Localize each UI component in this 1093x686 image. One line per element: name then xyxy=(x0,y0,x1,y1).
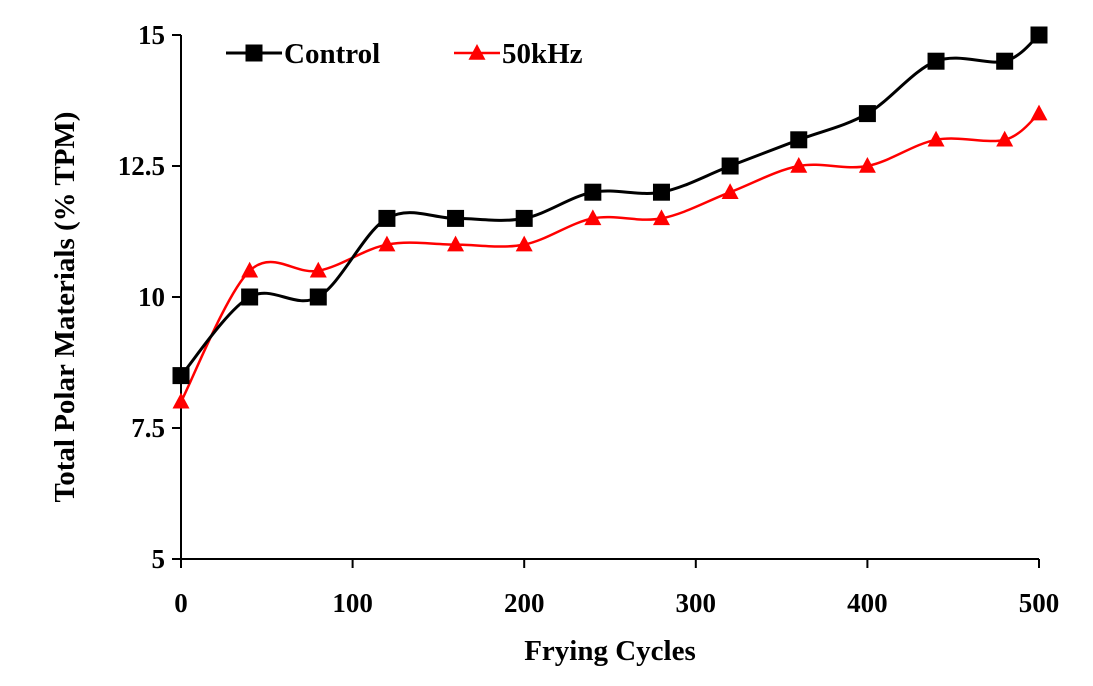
data-point-triangle xyxy=(858,157,876,173)
y-axis-ticks: 5 7.5 10 12.5 15 xyxy=(118,20,181,574)
data-point-triangle xyxy=(721,183,739,199)
x-axis-ticks: 0 100 200 300 400 500 xyxy=(174,559,1059,618)
x-tick-label: 500 xyxy=(1019,588,1060,618)
legend-item: 50kHz xyxy=(454,38,583,70)
x-tick-label: 100 xyxy=(332,588,373,618)
data-point-square xyxy=(172,367,190,385)
data-point-square xyxy=(721,157,739,175)
data-point-triangle xyxy=(378,235,396,252)
series-line xyxy=(179,33,1040,377)
data-point-triangle xyxy=(584,209,602,226)
data-point-square xyxy=(584,183,602,201)
y-tick-label: 7.5 xyxy=(131,413,165,443)
data-point-square xyxy=(1030,26,1048,44)
data-point-triangle xyxy=(172,392,190,409)
legend-marker xyxy=(468,44,486,60)
data-point-square xyxy=(996,52,1014,70)
series-layer xyxy=(172,26,1048,409)
legend-label: Control xyxy=(284,38,380,70)
y-tick-label: 12.5 xyxy=(118,151,165,181)
data-point-triangle xyxy=(1030,104,1048,121)
x-axis-title: Frying Cycles xyxy=(524,635,696,667)
data-point-triangle xyxy=(447,235,465,252)
data-point-square xyxy=(858,105,876,123)
data-point-triangle xyxy=(996,130,1014,147)
x-tick-label: 300 xyxy=(676,588,717,618)
axes xyxy=(180,35,1039,560)
data-point-square xyxy=(378,209,396,227)
data-point-triangle xyxy=(652,209,670,226)
data-point-square xyxy=(790,131,808,149)
data-point-triangle xyxy=(309,261,327,278)
legend-marker xyxy=(245,44,263,62)
data-point-square xyxy=(927,52,945,70)
series-line xyxy=(179,112,1040,403)
series-control xyxy=(172,26,1048,385)
data-point-triangle xyxy=(790,157,808,173)
series-50khz xyxy=(172,104,1048,409)
y-tick-label: 5 xyxy=(152,544,166,574)
legend-label: 50kHz xyxy=(502,38,583,70)
data-point-square xyxy=(515,209,533,227)
x-tick-label: 0 xyxy=(174,588,188,618)
data-point-triangle xyxy=(241,261,259,278)
legend-item: Control xyxy=(226,38,380,70)
legend: Control 50kHz xyxy=(226,38,583,70)
data-point-square xyxy=(652,183,670,201)
data-point-square xyxy=(447,209,465,227)
data-point-triangle xyxy=(515,235,533,252)
y-tick-label: 15 xyxy=(138,20,165,50)
y-axis-title: Total Polar Materials (% TPM) xyxy=(49,112,81,503)
data-point-square xyxy=(241,288,259,306)
data-point-square xyxy=(309,288,327,306)
y-tick-label: 10 xyxy=(138,282,165,312)
x-tick-label: 200 xyxy=(504,588,545,618)
data-point-triangle xyxy=(927,130,945,147)
x-tick-label: 400 xyxy=(847,588,888,618)
